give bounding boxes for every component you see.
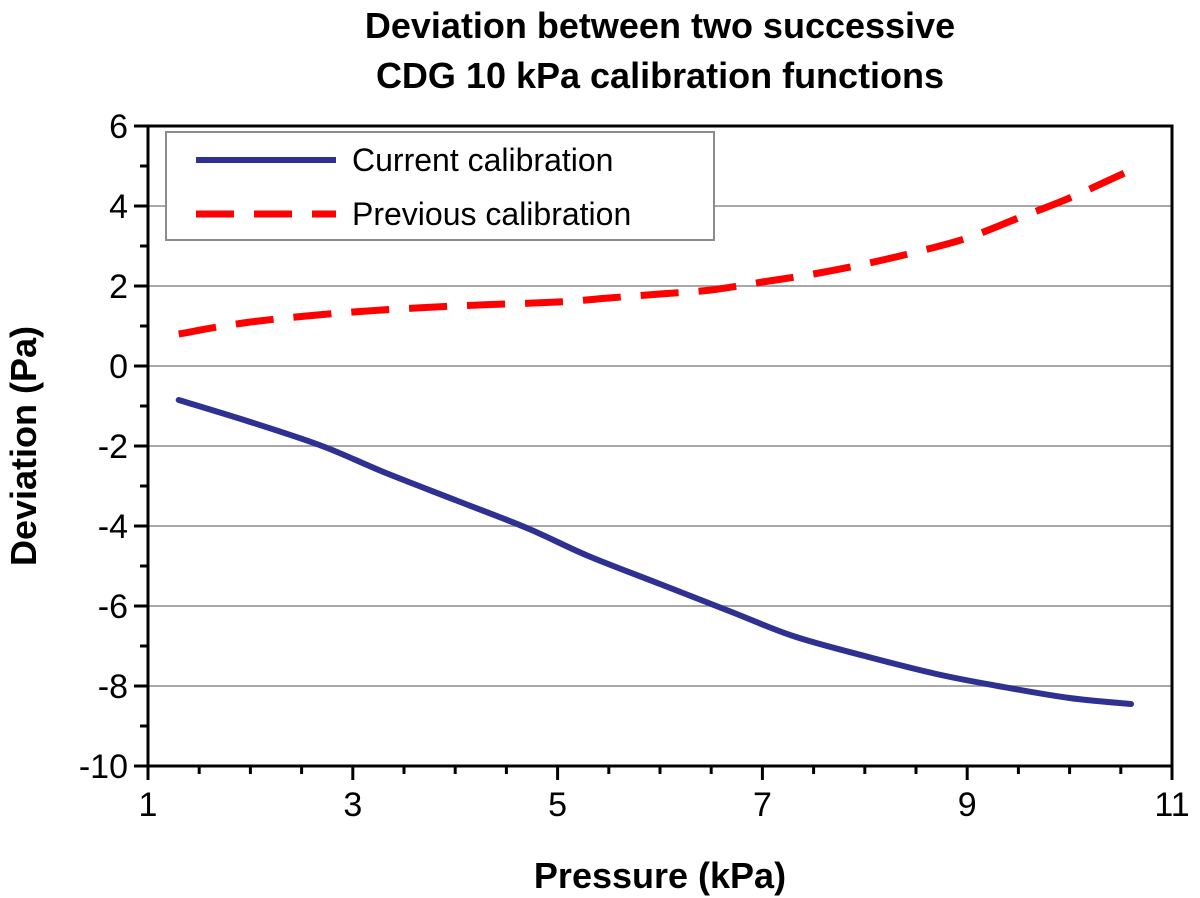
x-tick-label-1: 3 (343, 786, 362, 824)
x-axis-title: Pressure (kPa) (534, 855, 786, 896)
y-tick-label-1: 4 (109, 188, 128, 226)
y-tick-label-5: -4 (98, 508, 128, 546)
x-tick-label-4: 9 (958, 786, 977, 824)
x-tick-label-2: 5 (548, 786, 567, 824)
series-line-previous (178, 166, 1133, 338)
x-tick-label-3: 7 (753, 786, 772, 824)
x-tick-label-0: 1 (139, 786, 158, 824)
legend-label-previous: Previous calibration (352, 196, 631, 232)
y-axis-title: Deviation (Pa) (3, 326, 44, 566)
series-line-current (175, 397, 1135, 707)
chart-title-line-2: CDG 10 kPa calibration functions (376, 55, 944, 96)
y-tick-label-4: -2 (98, 428, 128, 466)
legend-box (165, 131, 715, 241)
legend: Current calibration Previous calibration (165, 131, 715, 241)
y-tick-label-0: 6 (109, 108, 128, 146)
series-lines (175, 166, 1135, 707)
x-tick-label-5: 11 (1154, 786, 1189, 824)
grid-lines (148, 205, 1172, 687)
legend-label-current: Current calibration (352, 142, 613, 178)
y-tick-label-3: 0 (109, 348, 128, 386)
y-tick-label-6: -6 (98, 588, 128, 626)
chart-title-line-1: Deviation between two successive (365, 5, 955, 46)
tick-labels: 6 4 2 0 -2 -4 -6 -8 -10 1 3 5 7 9 11 (79, 108, 1190, 824)
y-tick-label-8: -10 (79, 748, 128, 786)
y-tick-label-2: 2 (109, 268, 128, 306)
y-tick-label-7: -8 (98, 668, 128, 706)
axis-ticks (134, 124, 1174, 780)
